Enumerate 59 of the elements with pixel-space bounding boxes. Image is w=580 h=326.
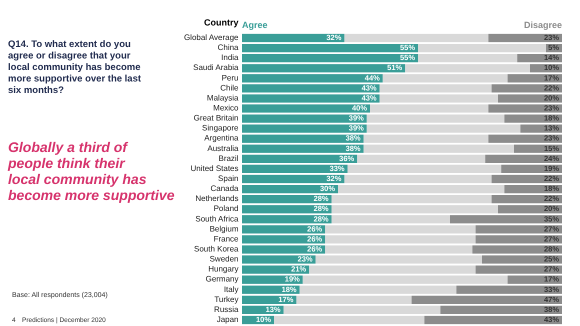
bar — [424, 316, 562, 324]
bar — [348, 164, 502, 174]
y-tick-label: Spain — [218, 174, 238, 183]
y-tick-label: Netherlands — [195, 194, 238, 204]
y-tick-label: Australia — [207, 144, 240, 153]
series-label: Agree — [242, 20, 268, 30]
series-label: Disagree — [524, 20, 562, 30]
y-tick-label: Global Average — [184, 33, 240, 42]
bar — [309, 265, 476, 274]
bar — [316, 255, 482, 264]
y-tick-label: Great Britain — [194, 114, 238, 123]
y-tick-label: India — [221, 53, 240, 62]
y-tick-label: Russia — [214, 304, 240, 314]
y-tick-label: Argentina — [204, 134, 240, 143]
bar — [380, 84, 492, 93]
y-tick-label: Turkey — [214, 294, 238, 304]
y-tick-label: United States — [190, 164, 238, 173]
bar — [242, 114, 367, 123]
bar — [440, 306, 562, 314]
bar — [242, 84, 380, 93]
bar — [242, 164, 348, 174]
y-tick-label: France — [214, 234, 240, 244]
bar — [284, 306, 440, 314]
bar — [242, 174, 344, 184]
bar — [325, 245, 472, 254]
y-tick-label: Brazil — [218, 154, 239, 163]
y-tick-label: Germany — [206, 274, 238, 284]
y-tick-label: Sweden — [210, 254, 238, 264]
bar — [338, 184, 504, 194]
text: Globally a third of people think their local community has become more supportive — [7, 139, 175, 203]
y-tick-label: Saudi Arabia — [193, 63, 240, 72]
y-tick-label: Poland — [214, 204, 238, 214]
bar — [325, 235, 476, 244]
bar — [242, 34, 344, 42]
y-tick-label: Hungary — [208, 264, 238, 274]
bar — [274, 316, 424, 324]
y-tick-label: South Korea — [194, 244, 240, 254]
y-tick-label: China — [218, 43, 240, 52]
y-tick-label: South Africa — [195, 214, 240, 224]
bar — [366, 114, 504, 123]
bar — [380, 94, 498, 103]
bar — [242, 104, 370, 113]
bar — [242, 94, 380, 103]
y-tick-label: Italy — [224, 284, 238, 294]
text: Q14. To what extent do you agree or disagree that your local community has become more supportive over the last six months? — [8, 39, 142, 96]
bar — [242, 44, 418, 52]
y-tick-label: Canada — [210, 184, 240, 194]
y-tick-label: Japan — [216, 314, 238, 324]
y-tick-label: Malaysia — [206, 93, 240, 102]
bar — [370, 104, 488, 113]
bar — [418, 44, 546, 52]
bar — [344, 174, 492, 184]
y-tick-label: Belgium — [210, 224, 239, 234]
bar — [344, 34, 488, 42]
y-tick-label: Singapore — [202, 124, 240, 133]
y-tick-label: Peru — [222, 73, 238, 82]
y-tick-label: Mexico — [213, 104, 240, 113]
y-tick-label: Chile — [220, 83, 240, 92]
y-axis-title: Country — [204, 18, 238, 28]
